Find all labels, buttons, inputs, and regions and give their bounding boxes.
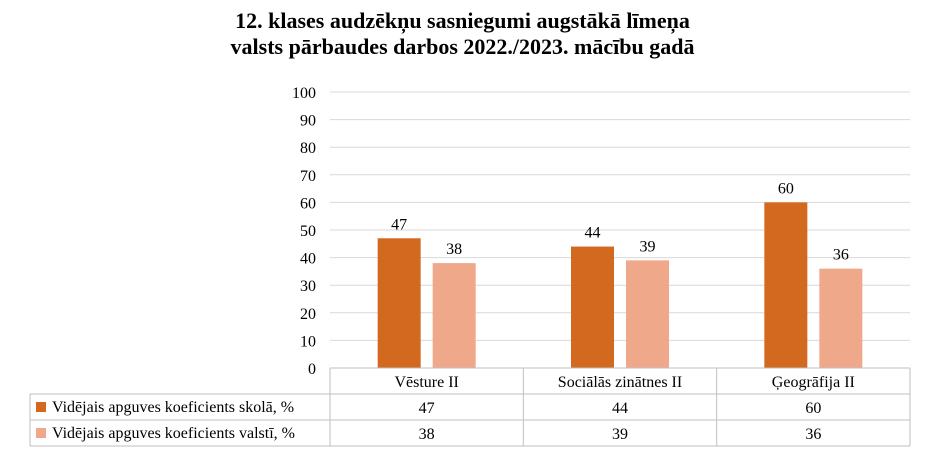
legend-label: Vidējais apguves koeficients valstī, % (52, 425, 295, 442)
y-tick-label: 60 (300, 195, 316, 212)
data-label: 36 (833, 247, 849, 264)
table-value: 38 (419, 426, 435, 443)
y-tick-label: 100 (292, 85, 316, 102)
y-tick-label: 20 (300, 306, 316, 323)
bar (377, 238, 421, 368)
table-value: 44 (612, 400, 628, 417)
chart-title-line-2: valsts pārbaudes darbos 2022./2023. mācī… (230, 34, 695, 59)
table-value: 39 (612, 426, 628, 443)
table-value: 36 (805, 426, 821, 443)
y-tick-label: 10 (300, 333, 316, 350)
category-label: Sociālās zinātnes II (558, 374, 682, 391)
y-tick-label: 0 (308, 361, 316, 378)
y-tick-label: 50 (300, 223, 316, 240)
legend-swatch (36, 428, 46, 438)
bar (571, 246, 614, 368)
data-table: Vēsture II Sociālās zinātnes II Ģeogrāfija… (29, 367, 911, 447)
y-tick-label: 40 (300, 251, 316, 268)
legend-swatch (36, 402, 46, 412)
y-tick-label: 30 (300, 278, 316, 295)
data-label: 60 (778, 180, 794, 197)
data-label: 44 (585, 225, 601, 242)
bar (764, 202, 808, 368)
bar (819, 268, 863, 368)
data-label: 39 (640, 238, 656, 255)
table-value: 60 (805, 400, 821, 417)
bar (626, 260, 669, 368)
chart-title: 12. klases audzēkņu sasniegumi augstākā … (0, 8, 925, 60)
chart-title-line-1: 12. klases audzēkņu sasniegumi augstākā … (235, 8, 690, 33)
gridlines (330, 91, 910, 341)
y-tick-label: 70 (300, 168, 316, 185)
legend-label: Vidējais apguves koeficients skolā, % (52, 399, 294, 416)
y-tick-label: 90 (300, 113, 316, 130)
table-value: 47 (419, 400, 435, 417)
y-axis-tick-labels: 0 10 20 30 40 50 60 70 80 90 100 (292, 85, 316, 378)
category-label: Ģeogrāfija II (772, 374, 855, 391)
bars (377, 202, 863, 368)
y-tick-label: 80 (300, 140, 316, 157)
data-label: 47 (391, 216, 407, 233)
data-label: 38 (446, 241, 462, 258)
category-label: Vēsture II (394, 374, 458, 391)
bar (432, 263, 476, 368)
data-labels: 47 38 44 39 60 36 (391, 180, 849, 263)
